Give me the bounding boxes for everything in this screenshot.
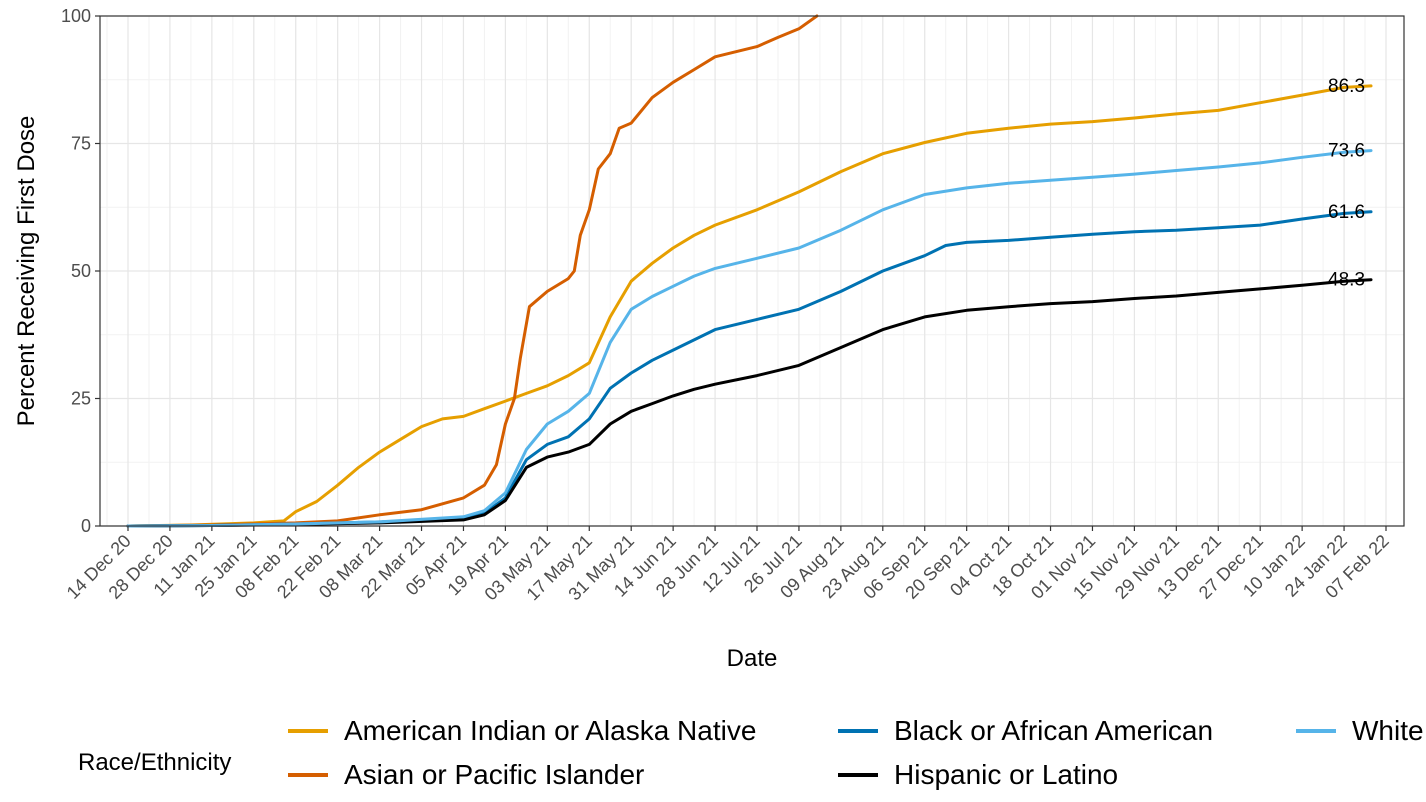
series-line	[126, 84, 1373, 528]
y-tick-label: 50	[71, 261, 91, 281]
series-end-label: 86.3	[1328, 76, 1365, 97]
legend-entry-label: American Indian or Alaska Native	[344, 715, 756, 746]
legend-entry-label: White	[1352, 715, 1424, 746]
y-tick-label: 75	[71, 134, 91, 154]
series-end-label: 73.6	[1328, 141, 1365, 162]
x-axis-title: Date	[727, 645, 778, 672]
legend-entry-label: Asian or Pacific Islander	[344, 759, 644, 790]
y-axis: 0 25 50 75 100	[61, 6, 100, 536]
legend: Race/Ethnicity American Indian or Alaska…	[78, 715, 1424, 790]
legend-title: Race/Ethnicity	[78, 749, 231, 776]
series-end-label: 48.3	[1328, 270, 1365, 291]
series-line	[126, 14, 819, 528]
y-tick-label: 0	[81, 516, 91, 536]
series-end-label: 61.6	[1328, 202, 1365, 223]
y-tick-label: 100	[61, 6, 91, 26]
series-lines	[126, 14, 1373, 528]
legend-entry-label: Black or African American	[894, 715, 1213, 746]
legend-entry-label: Hispanic or Latino	[894, 759, 1118, 790]
series-line	[126, 278, 1373, 528]
series-end-labels: 86.3 61.6 48.3 73.6	[1328, 76, 1365, 291]
series-line	[126, 210, 1373, 528]
series-line	[126, 149, 1373, 528]
y-axis-title: Percent Receiving First Dose	[13, 116, 40, 427]
major-gridlines	[100, 15, 1404, 527]
y-tick-label: 25	[71, 389, 91, 409]
